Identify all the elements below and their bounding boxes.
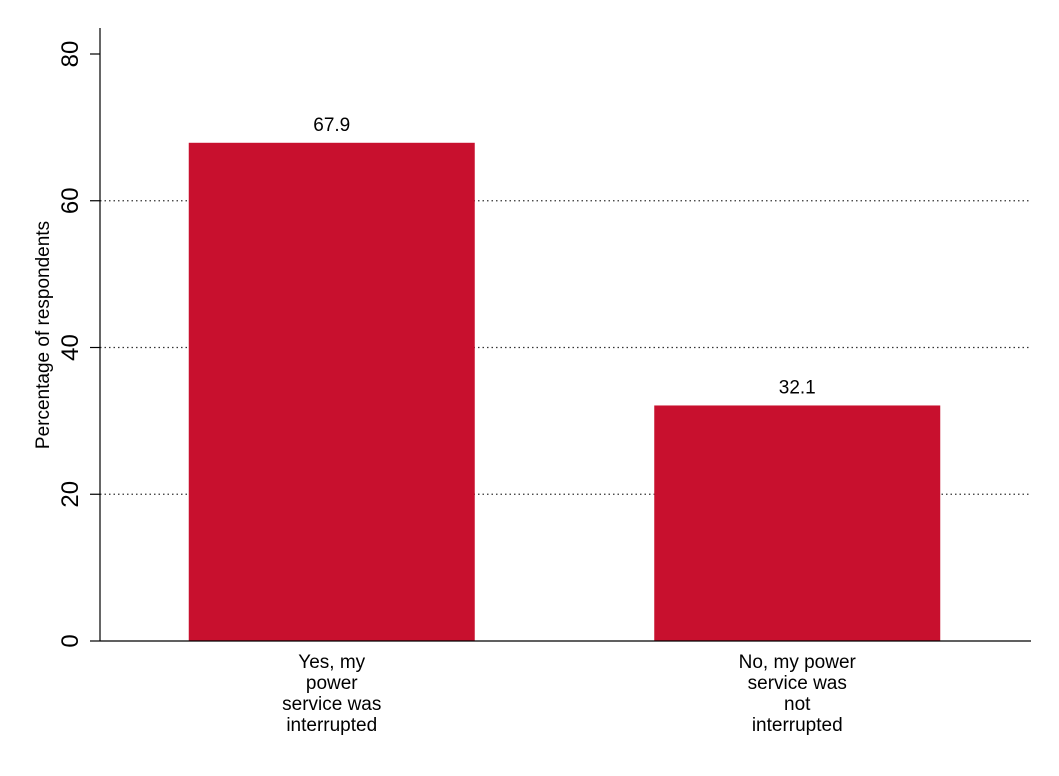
bar: [654, 405, 941, 641]
y-axis-title: Percentage of respondents: [33, 221, 54, 449]
x-category-label: service was: [282, 694, 381, 715]
x-category-label: service was: [748, 673, 847, 694]
axes: [99, 28, 1031, 642]
x-category-label: interrupted: [752, 715, 843, 736]
y-tick-label: 40: [57, 334, 84, 361]
y-tick-label: 60: [57, 187, 84, 214]
data-label: 32.1: [779, 377, 816, 398]
x-category-label: No, my power: [739, 652, 857, 673]
x-category-label: Yes, my: [298, 652, 365, 673]
y-tick-label: 80: [57, 41, 84, 68]
bars: [188, 142, 941, 641]
y-ticks: 0 20 40 60 80: [57, 41, 100, 648]
y-tick-label: 20: [57, 481, 84, 508]
bar: [188, 142, 475, 641]
y-tick-label: 0: [57, 634, 84, 647]
x-category-label: interrupted: [286, 715, 377, 736]
x-category-label: not: [784, 694, 811, 715]
data-labels: 67.9 32.1: [313, 115, 815, 399]
data-label: 67.9: [313, 115, 350, 136]
x-category-label: power: [306, 673, 358, 694]
